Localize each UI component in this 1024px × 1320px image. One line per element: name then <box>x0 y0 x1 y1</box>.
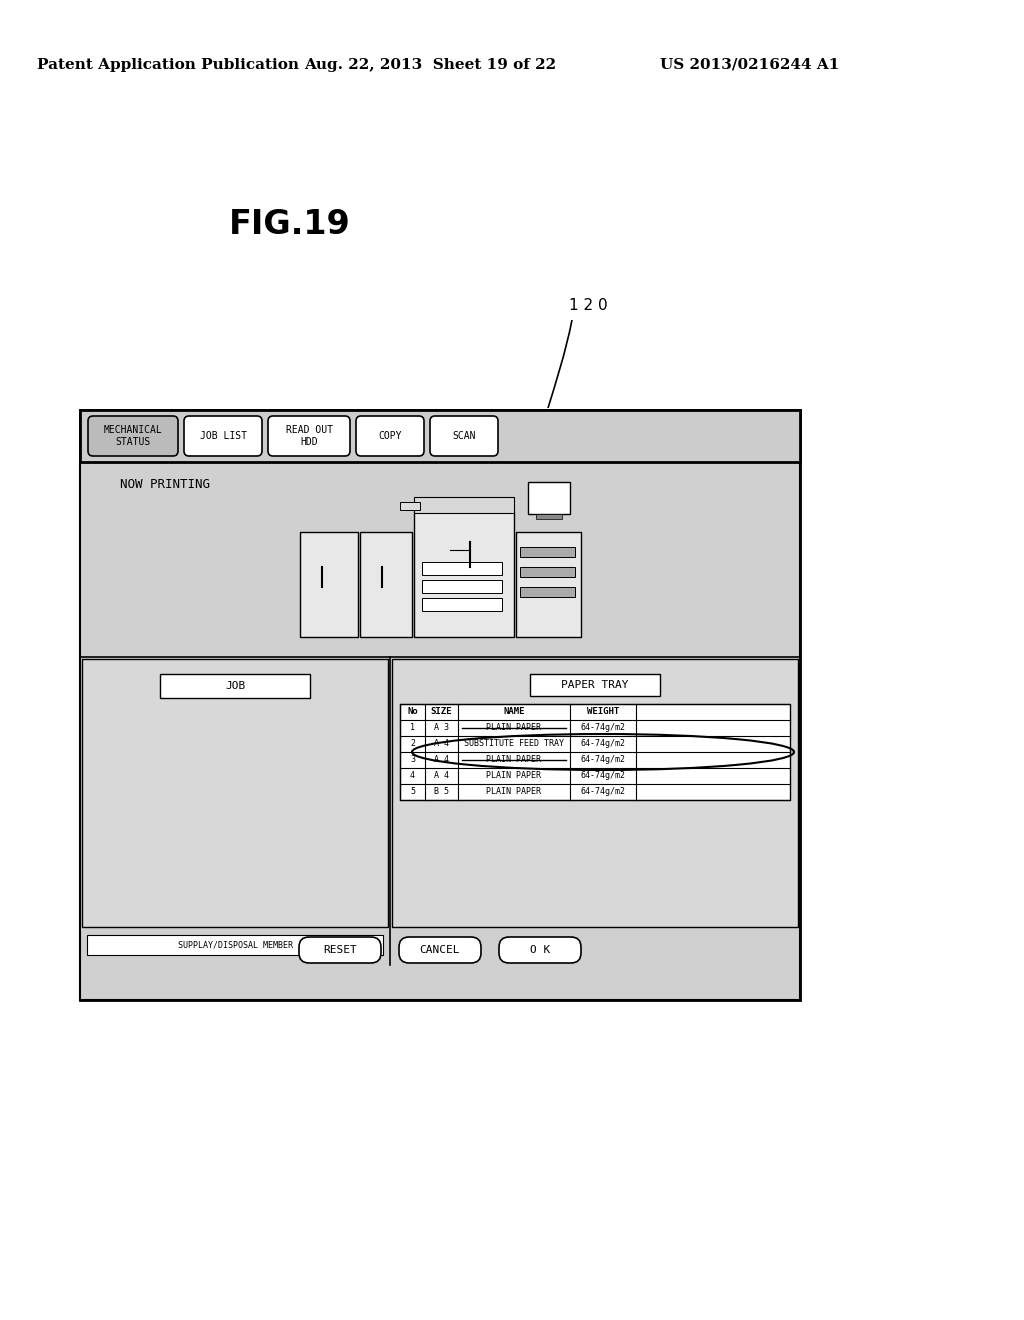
Text: A 4: A 4 <box>434 755 449 764</box>
Text: A 3: A 3 <box>434 723 449 733</box>
Bar <box>392 659 798 927</box>
FancyBboxPatch shape <box>299 937 381 964</box>
Text: READ OUT
HDD: READ OUT HDD <box>286 425 333 447</box>
Text: PLAIN PAPER: PLAIN PAPER <box>486 755 542 764</box>
FancyBboxPatch shape <box>499 937 581 964</box>
Text: COPY: COPY <box>378 432 401 441</box>
Bar <box>400 502 420 510</box>
Text: PLAIN PAPER: PLAIN PAPER <box>486 723 542 733</box>
Text: SIZE: SIZE <box>431 708 453 717</box>
Text: Aug. 22, 2013  Sheet 19 of 22: Aug. 22, 2013 Sheet 19 of 22 <box>304 58 556 73</box>
Text: Patent Application Publication: Patent Application Publication <box>37 58 299 73</box>
Text: RESET: RESET <box>324 945 357 954</box>
Text: 5: 5 <box>410 788 415 796</box>
Bar <box>536 513 562 519</box>
Text: SUBSTITUTE FEED TRAY: SUBSTITUTE FEED TRAY <box>464 739 564 748</box>
Bar <box>160 675 310 698</box>
Text: 64-74g/m2: 64-74g/m2 <box>581 771 626 780</box>
FancyBboxPatch shape <box>88 416 178 455</box>
Bar <box>422 598 502 611</box>
Text: US 2013/0216244 A1: US 2013/0216244 A1 <box>660 58 840 73</box>
Text: SUPPLAY/DISPOSAL MEMBER: SUPPLAY/DISPOSAL MEMBER <box>177 940 293 949</box>
Text: 64-74g/m2: 64-74g/m2 <box>581 723 626 733</box>
Bar <box>82 659 388 927</box>
Bar <box>520 568 575 577</box>
Text: JOB: JOB <box>225 681 245 690</box>
Bar <box>360 532 412 638</box>
FancyBboxPatch shape <box>268 416 350 455</box>
Text: 1 2 0: 1 2 0 <box>568 297 607 313</box>
Bar <box>530 675 660 696</box>
Text: 1: 1 <box>410 723 415 733</box>
Text: JOB LIST: JOB LIST <box>200 432 247 441</box>
Text: MECHANICAL
STATUS: MECHANICAL STATUS <box>103 425 163 447</box>
Text: 3: 3 <box>410 755 415 764</box>
Text: No: No <box>408 708 418 717</box>
Bar <box>520 546 575 557</box>
FancyBboxPatch shape <box>356 416 424 455</box>
Bar <box>400 704 790 800</box>
Text: WEIGHT: WEIGHT <box>587 708 620 717</box>
Bar <box>87 935 383 954</box>
Text: 4: 4 <box>410 771 415 780</box>
Bar <box>414 498 514 513</box>
Text: 2: 2 <box>410 739 415 748</box>
Text: NAME: NAME <box>503 708 524 717</box>
Text: PLAIN PAPER: PLAIN PAPER <box>486 788 542 796</box>
Text: A 4: A 4 <box>434 771 449 780</box>
Bar <box>528 482 570 513</box>
Text: 64-74g/m2: 64-74g/m2 <box>581 755 626 764</box>
Bar <box>520 587 575 597</box>
Text: CANCEL: CANCEL <box>420 945 460 954</box>
Text: 64-74g/m2: 64-74g/m2 <box>581 788 626 796</box>
Bar <box>422 562 502 576</box>
Text: PAPER TRAY: PAPER TRAY <box>561 680 629 690</box>
Text: B 5: B 5 <box>434 788 449 796</box>
Bar <box>422 579 502 593</box>
Text: FIG.19: FIG.19 <box>229 209 351 242</box>
Text: NOW PRINTING: NOW PRINTING <box>120 478 210 491</box>
Bar <box>414 512 514 638</box>
Bar <box>80 411 800 462</box>
Bar <box>300 532 358 638</box>
Bar <box>80 462 800 1001</box>
FancyBboxPatch shape <box>399 937 481 964</box>
FancyBboxPatch shape <box>184 416 262 455</box>
Text: A 4: A 4 <box>434 739 449 748</box>
Text: 64-74g/m2: 64-74g/m2 <box>581 739 626 748</box>
Text: PLAIN PAPER: PLAIN PAPER <box>486 771 542 780</box>
Text: O K: O K <box>529 945 550 954</box>
Text: SCAN: SCAN <box>453 432 476 441</box>
Bar <box>516 532 581 638</box>
FancyBboxPatch shape <box>430 416 498 455</box>
Bar <box>80 411 800 1001</box>
